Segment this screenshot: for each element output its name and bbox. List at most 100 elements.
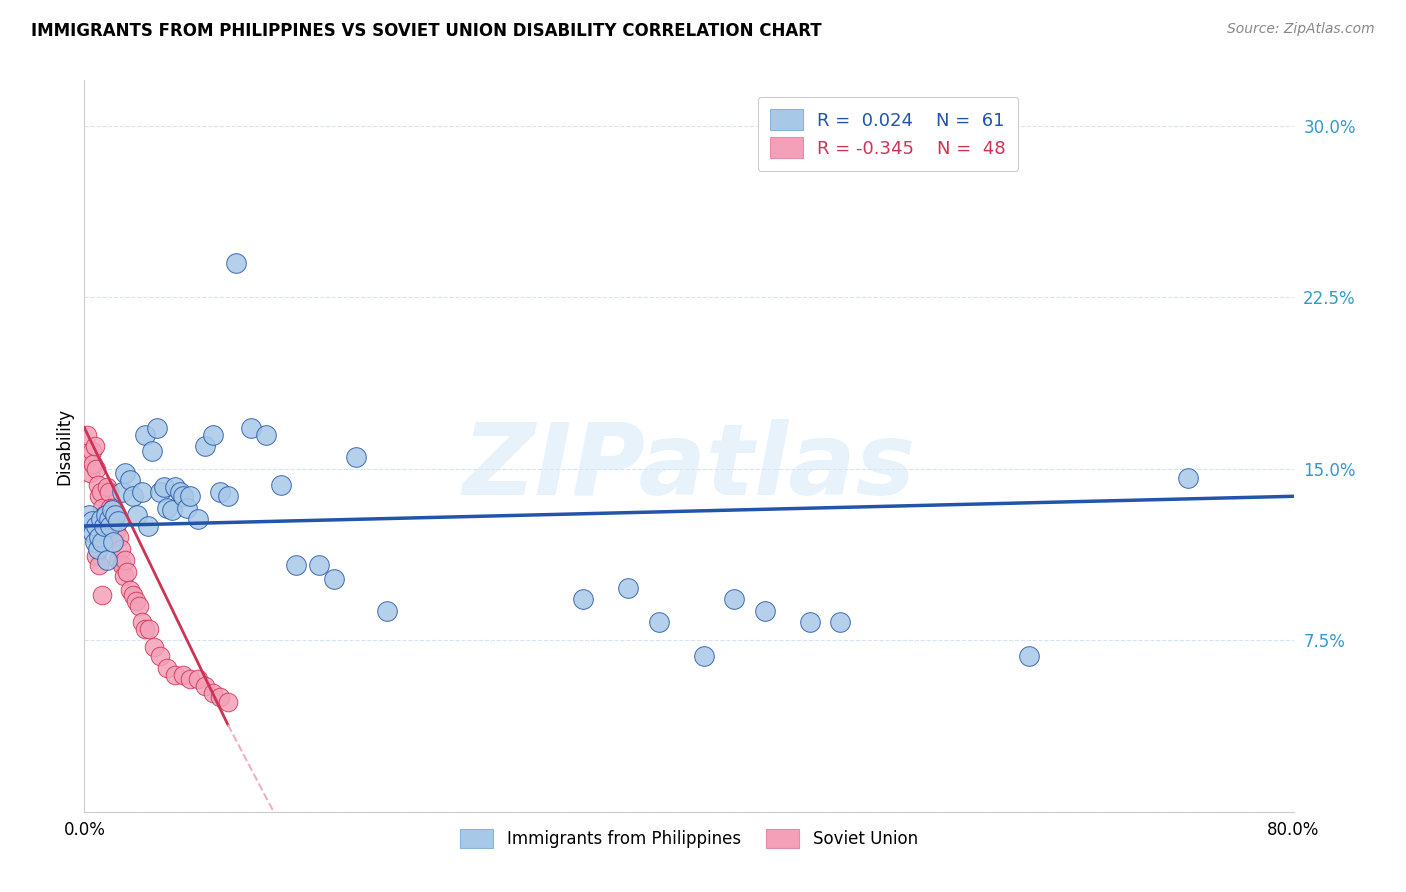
Point — [285, 558, 308, 572]
Point — [201, 686, 224, 700]
Point — [118, 473, 141, 487]
Point — [105, 524, 128, 538]
Point — [153, 480, 176, 494]
Point — [98, 519, 121, 533]
Point — [115, 565, 138, 579]
Point — [89, 558, 111, 572]
Point — [111, 558, 134, 572]
Point — [90, 512, 112, 526]
Point — [86, 549, 108, 563]
Point — [138, 622, 160, 636]
Point — [146, 421, 169, 435]
Point — [128, 599, 150, 613]
Point — [84, 535, 107, 549]
Point — [121, 489, 143, 503]
Point — [308, 558, 330, 572]
Point — [114, 553, 136, 567]
Point — [209, 484, 232, 499]
Point — [179, 672, 201, 686]
Point — [84, 439, 107, 453]
Legend: Immigrants from Philippines, Soviet Union: Immigrants from Philippines, Soviet Unio… — [454, 822, 924, 855]
Point — [125, 594, 148, 608]
Point — [187, 512, 209, 526]
Point — [112, 569, 135, 583]
Point — [572, 592, 595, 607]
Point — [101, 500, 124, 515]
Point — [194, 679, 217, 693]
Point — [209, 690, 232, 705]
Point — [110, 541, 132, 556]
Point — [89, 530, 111, 544]
Point — [142, 640, 165, 655]
Point — [754, 604, 776, 618]
Point — [77, 508, 100, 522]
Point — [93, 508, 115, 522]
Point — [165, 667, 187, 681]
Point — [172, 489, 194, 503]
Point — [693, 649, 716, 664]
Point — [149, 484, 172, 499]
Point — [93, 519, 115, 533]
Point — [136, 519, 159, 533]
Point — [1018, 649, 1040, 664]
Point — [111, 484, 134, 499]
Point — [94, 512, 117, 526]
Point — [648, 615, 671, 629]
Point — [172, 667, 194, 681]
Point — [141, 443, 163, 458]
Point — [121, 588, 143, 602]
Point — [723, 592, 745, 607]
Point — [80, 443, 103, 458]
Point — [90, 484, 112, 499]
Point — [101, 535, 124, 549]
Point — [79, 467, 101, 481]
Point — [96, 480, 118, 494]
Text: ZIPatlas: ZIPatlas — [463, 419, 915, 516]
Point — [86, 519, 108, 533]
Point — [217, 489, 239, 503]
Point — [134, 427, 156, 442]
Point — [217, 695, 239, 709]
Point — [375, 604, 398, 618]
Point — [134, 622, 156, 636]
Point — [96, 553, 118, 567]
Point — [270, 478, 292, 492]
Text: Source: ZipAtlas.com: Source: ZipAtlas.com — [1227, 22, 1375, 37]
Point — [131, 484, 153, 499]
Point — [187, 672, 209, 686]
Point — [179, 489, 201, 503]
Point — [108, 530, 131, 544]
Point — [89, 489, 111, 503]
Point — [169, 484, 191, 499]
Point — [91, 500, 114, 515]
Point — [91, 535, 114, 549]
Point — [100, 508, 122, 522]
Point — [77, 450, 100, 465]
Point — [86, 462, 108, 476]
Point — [830, 615, 852, 629]
Point — [799, 615, 821, 629]
Point — [114, 467, 136, 481]
Point — [149, 649, 172, 664]
Point — [118, 582, 141, 597]
Point — [97, 512, 120, 526]
Point — [76, 427, 98, 442]
Point — [87, 478, 110, 492]
Point — [1177, 471, 1199, 485]
Point — [98, 500, 121, 515]
Point — [127, 508, 149, 522]
Point — [107, 515, 129, 529]
Point — [80, 515, 103, 529]
Point — [254, 427, 277, 442]
Point — [100, 503, 122, 517]
Y-axis label: Disability: Disability — [55, 408, 73, 484]
Point — [91, 588, 114, 602]
Point — [107, 553, 129, 567]
Point — [194, 439, 217, 453]
Point — [104, 508, 127, 522]
Point — [617, 581, 640, 595]
Point — [94, 508, 117, 522]
Point — [160, 503, 183, 517]
Point — [82, 458, 104, 472]
Point — [82, 525, 104, 540]
